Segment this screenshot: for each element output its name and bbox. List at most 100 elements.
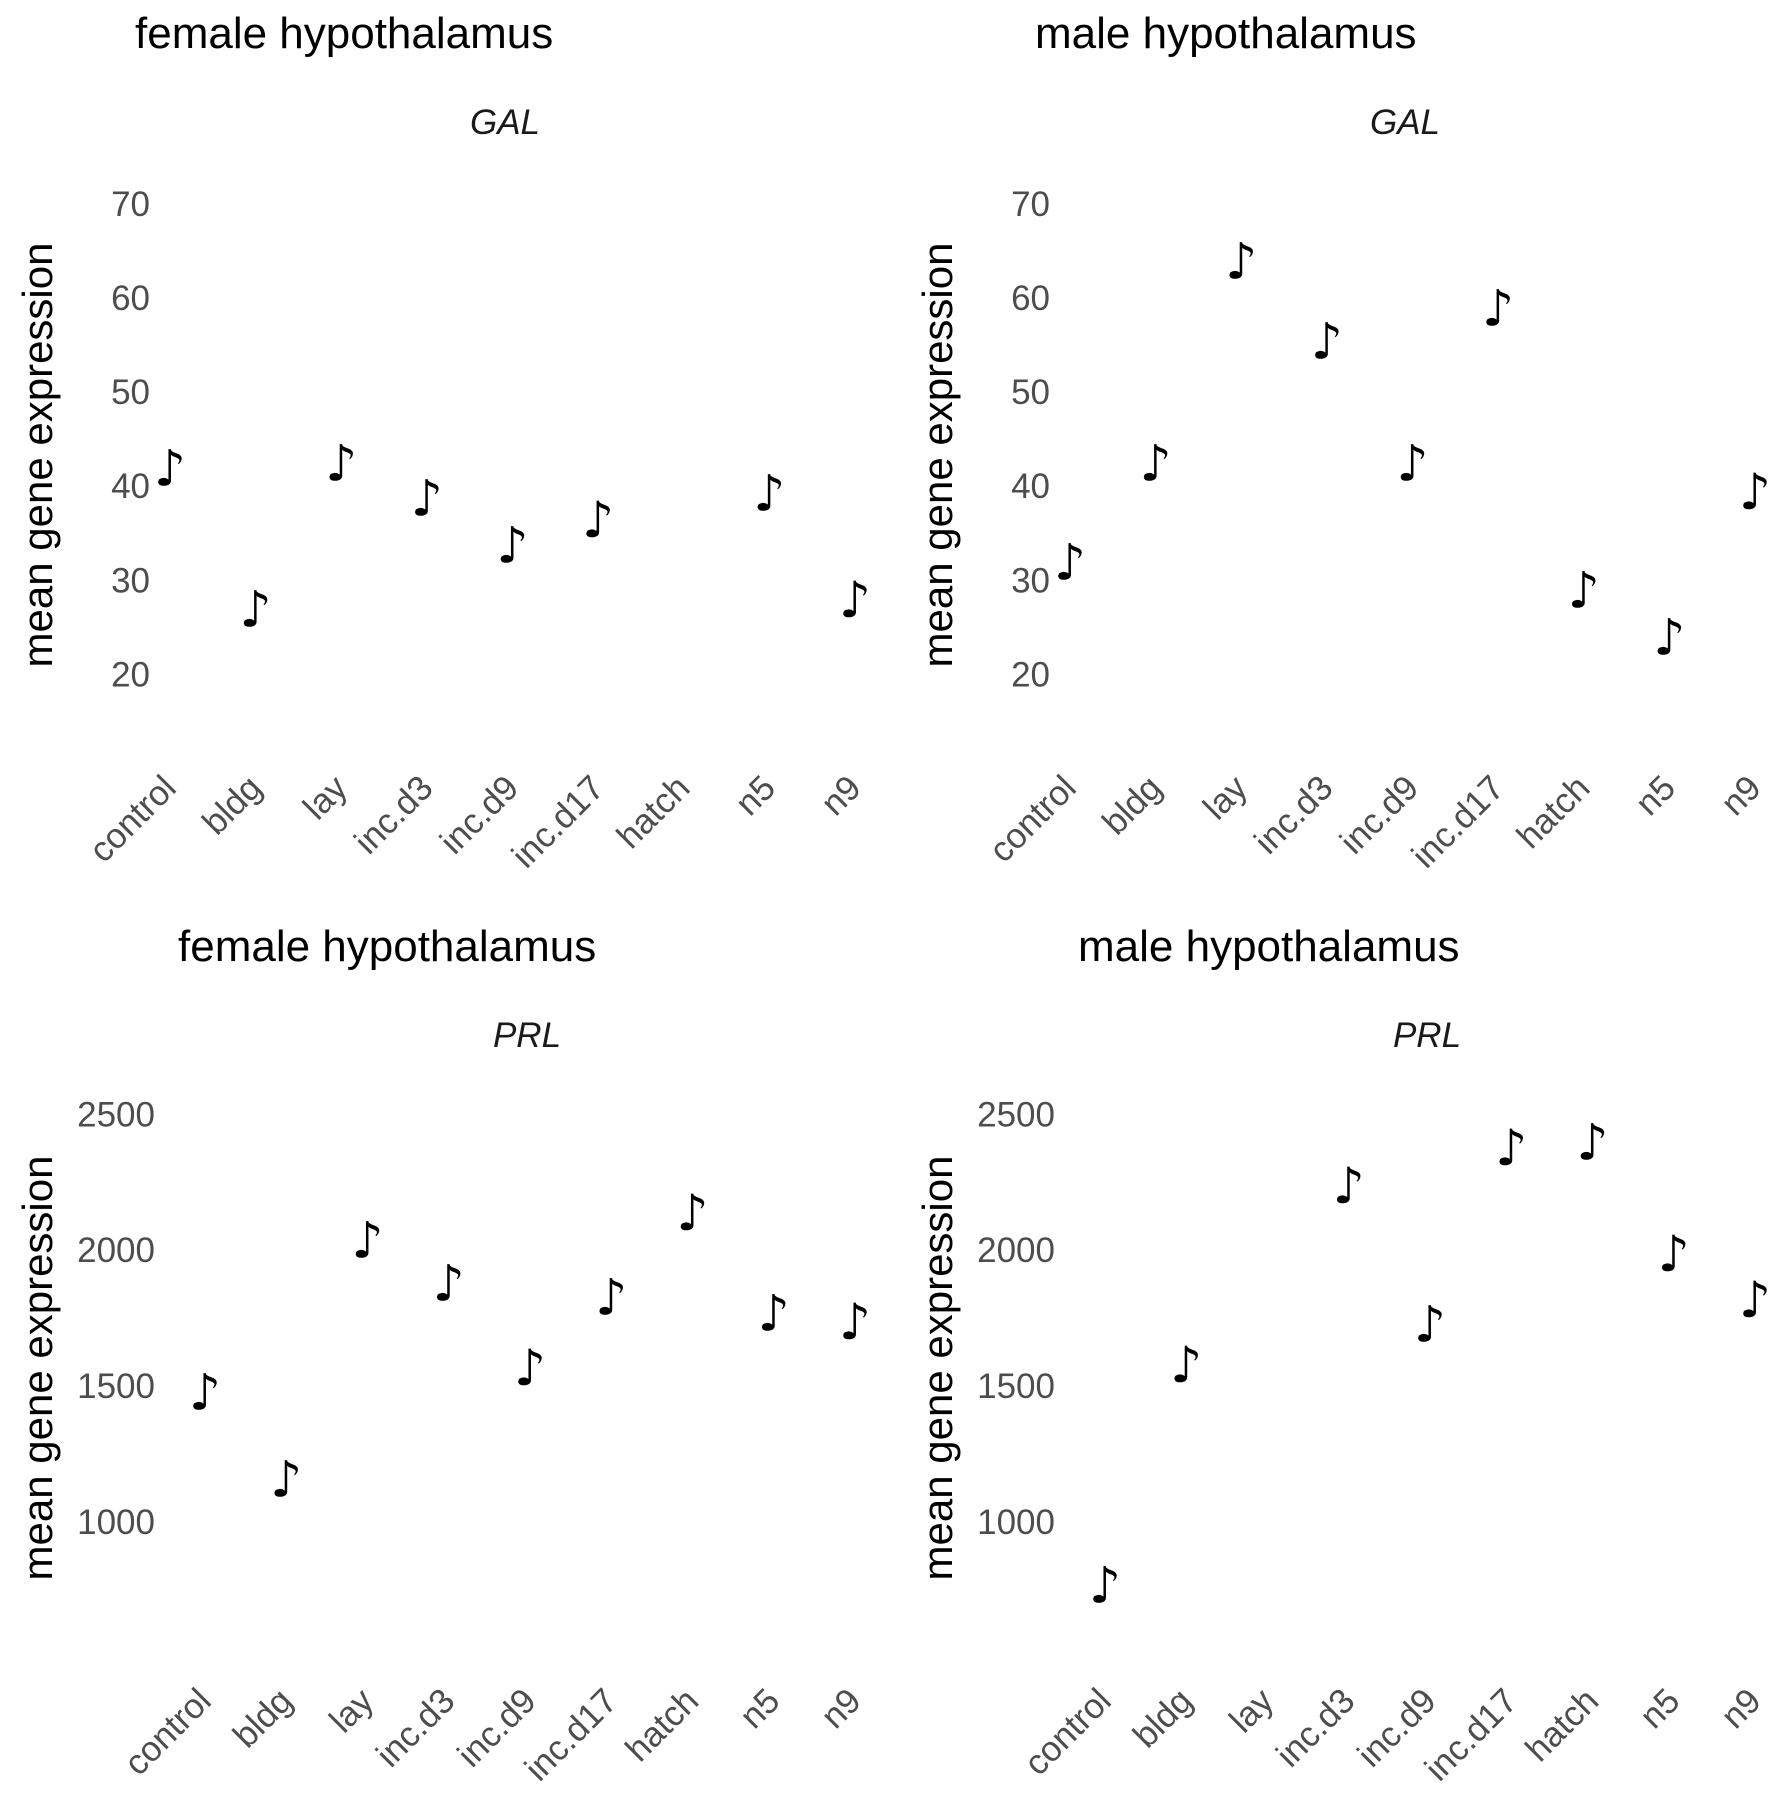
y-tick-label: 70 xyxy=(111,185,150,224)
data-point-marker: ♪ xyxy=(1577,1113,1609,1171)
chart-panel: male hypothalamus PRL mean gene expression… xyxy=(914,922,1771,1788)
gene-label: GAL xyxy=(470,103,540,142)
data-point-marker: ♪ xyxy=(325,435,357,493)
x-tick-label: control xyxy=(82,768,184,870)
y-tick-label: 30 xyxy=(111,561,150,600)
data-point-marker: ♪ xyxy=(1089,1556,1121,1614)
data-point-marker: ♪ xyxy=(753,465,785,523)
x-tick-label: n5 xyxy=(1632,1681,1687,1736)
data-point-marker: ♪ xyxy=(352,1211,384,1269)
data-point-marker: ♪ xyxy=(1054,533,1086,591)
x-tick-label: bldg xyxy=(195,768,269,842)
data-point-marker: ♪ xyxy=(1225,232,1257,290)
x-tick-label: hatch xyxy=(1518,1681,1606,1769)
data-point-marker: ♪ xyxy=(411,469,443,527)
x-tick-label: control xyxy=(982,768,1084,870)
x-tick-label: lay xyxy=(322,1681,382,1741)
x-tick-label: hatch xyxy=(1509,768,1597,856)
x-tick-label: inc.d17 xyxy=(518,1681,625,1788)
gene-label: GAL xyxy=(1370,103,1440,142)
data-point-marker: ♪ xyxy=(1414,1295,1446,1353)
x-tick-label: n5 xyxy=(1628,768,1683,823)
panel-title: female hypothalamus xyxy=(135,9,553,58)
y-tick-label: 20 xyxy=(1011,655,1050,694)
panel-title: female hypothalamus xyxy=(178,922,596,971)
x-tick-label: inc.d17 xyxy=(504,768,611,875)
data-point-marker: ♪ xyxy=(1311,312,1343,370)
data-point-marker: ♪ xyxy=(1397,435,1429,493)
x-tick-label: bldg xyxy=(1095,768,1169,842)
y-tick-label: 1500 xyxy=(77,1367,155,1406)
data-point-marker: ♪ xyxy=(497,516,529,574)
panel-title: male hypothalamus xyxy=(1035,9,1417,58)
x-tick-label: n9 xyxy=(1714,768,1769,823)
x-tick-label: n5 xyxy=(728,768,783,823)
x-tick-label: inc.d3 xyxy=(369,1681,463,1775)
x-tick-label: inc.d17 xyxy=(1418,1681,1525,1788)
x-tick-label: bldg xyxy=(1126,1681,1200,1755)
data-point-marker: ♪ xyxy=(1739,1271,1771,1329)
x-tick-label: hatch xyxy=(618,1681,706,1769)
x-tick-label: bldg xyxy=(226,1681,300,1755)
x-tick-label: n9 xyxy=(1714,1681,1769,1736)
data-point-marker: ♪ xyxy=(839,1293,871,1351)
y-tick-label: 50 xyxy=(111,373,150,412)
y-tick-label: 30 xyxy=(1011,561,1050,600)
chart-panel: male hypothalamus GAL mean gene expression… xyxy=(914,9,1771,875)
x-tick-label: lay xyxy=(1222,1681,1282,1741)
data-point-marker: ♪ xyxy=(582,491,614,549)
data-point-marker: ♪ xyxy=(839,571,871,629)
y-tick-label: 2000 xyxy=(77,1231,155,1270)
y-tick-label: 1000 xyxy=(977,1503,1055,1542)
x-tick-label: n9 xyxy=(814,1681,869,1736)
data-point-marker: ♪ xyxy=(1739,463,1771,521)
y-axis-label: mean gene expression xyxy=(914,243,961,668)
x-tick-label: inc.d17 xyxy=(1404,768,1511,875)
data-point-marker: ♪ xyxy=(1333,1157,1365,1215)
data-point-marker: ♪ xyxy=(433,1255,465,1313)
x-tick-label: lay xyxy=(296,768,356,828)
x-tick-label: inc.d3 xyxy=(347,768,441,862)
data-point-marker: ♪ xyxy=(514,1339,546,1397)
data-point-marker: ♪ xyxy=(1495,1119,1527,1177)
data-point-marker: ♪ xyxy=(240,580,272,638)
x-tick-label: control xyxy=(117,1681,219,1783)
gene-label: PRL xyxy=(493,1016,561,1055)
y-tick-label: 40 xyxy=(111,467,150,506)
data-point-marker: ♪ xyxy=(758,1285,790,1343)
data-point-marker: ♪ xyxy=(1140,435,1172,493)
data-point-marker: ♪ xyxy=(1658,1225,1690,1283)
y-axis-label: mean gene expression xyxy=(914,1156,961,1581)
data-point-marker: ♪ xyxy=(1568,562,1600,620)
x-tick-label: n9 xyxy=(814,768,869,823)
y-tick-label: 40 xyxy=(1011,467,1050,506)
data-point-marker: ♪ xyxy=(154,439,186,497)
y-tick-label: 1000 xyxy=(77,1503,155,1542)
data-point-marker: ♪ xyxy=(1653,609,1685,667)
y-tick-label: 20 xyxy=(111,655,150,694)
y-tick-label: 2500 xyxy=(77,1095,155,1134)
panel-title: male hypothalamus xyxy=(1078,922,1460,971)
x-tick-label: inc.d3 xyxy=(1269,1681,1363,1775)
y-axis-label: mean gene expression xyxy=(14,1156,61,1581)
x-tick-label: lay xyxy=(1196,768,1256,828)
y-tick-label: 1500 xyxy=(977,1367,1055,1406)
y-axis-label: mean gene expression xyxy=(14,243,61,668)
y-tick-label: 60 xyxy=(1011,279,1050,318)
y-tick-label: 50 xyxy=(1011,373,1050,412)
x-tick-label: control xyxy=(1017,1681,1119,1783)
data-point-marker: ♪ xyxy=(189,1363,221,1421)
x-tick-label: hatch xyxy=(609,768,697,856)
data-point-marker: ♪ xyxy=(1170,1336,1202,1394)
data-point-marker: ♪ xyxy=(270,1450,302,1508)
data-point-marker: ♪ xyxy=(677,1184,709,1242)
chart-panel: female hypothalamus PRL mean gene expressi… xyxy=(14,922,871,1788)
y-tick-label: 2000 xyxy=(977,1231,1055,1270)
data-point-marker: ♪ xyxy=(595,1268,627,1326)
chart-panel: female hypothalamus GAL mean gene expressi… xyxy=(14,9,871,875)
y-tick-label: 70 xyxy=(1011,185,1050,224)
x-tick-label: n5 xyxy=(732,1681,787,1736)
y-tick-label: 2500 xyxy=(977,1095,1055,1134)
gene-label: PRL xyxy=(1393,1016,1461,1055)
